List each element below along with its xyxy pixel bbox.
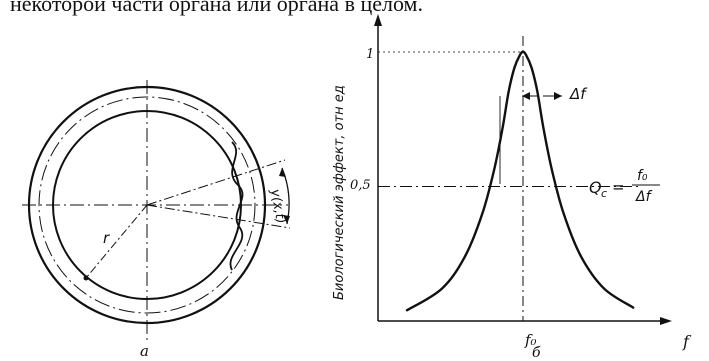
f0-tick-label: f₀ bbox=[524, 331, 537, 349]
deformation-label: y(x,t) bbox=[267, 187, 288, 225]
x-axis-label: f bbox=[682, 332, 692, 351]
deflection-ray-lower bbox=[146, 204, 291, 229]
q-subscript: c bbox=[601, 187, 607, 200]
delta-f-label: Δf bbox=[569, 85, 588, 103]
right-caption: б bbox=[532, 345, 541, 361]
right-figure bbox=[374, 14, 672, 325]
deflection-ray-upper bbox=[146, 159, 286, 206]
q-formula: Q c = f₀ Δf bbox=[589, 168, 660, 205]
x-axis-arrow bbox=[660, 317, 672, 325]
y-axis-arrow bbox=[374, 14, 382, 26]
radius-label: r bbox=[103, 229, 110, 247]
q-symbol: Q bbox=[589, 178, 602, 197]
deflection-arrowhead-top bbox=[279, 168, 286, 177]
resonance-curve bbox=[405, 50, 635, 312]
left-caption: а bbox=[140, 342, 149, 360]
y-tick-label-0-5: 0,5 bbox=[350, 178, 371, 193]
delta-f-arrowhead-left bbox=[522, 92, 530, 100]
radius-line bbox=[85, 204, 148, 279]
mid-ring bbox=[38, 96, 256, 314]
deformed-wall bbox=[229, 141, 244, 271]
radius-end-dot bbox=[83, 275, 89, 281]
y-axis-label: Биологический эффект, отн ед bbox=[332, 85, 347, 300]
q-numerator: f₀ bbox=[637, 168, 648, 184]
outer-ring bbox=[27, 85, 267, 325]
y-tick-label-1: 1 bbox=[366, 47, 374, 62]
q-denominator: Δf bbox=[635, 189, 653, 205]
inner-ring bbox=[52, 110, 242, 300]
delta-f-arrowhead-right bbox=[554, 92, 562, 100]
left-figure bbox=[22, 80, 291, 340]
deflection-arrowhead-bottom bbox=[283, 215, 290, 224]
top-text-line: некоторой части органа или органа в цело… bbox=[10, 0, 423, 16]
q-equals: = bbox=[612, 178, 625, 196]
